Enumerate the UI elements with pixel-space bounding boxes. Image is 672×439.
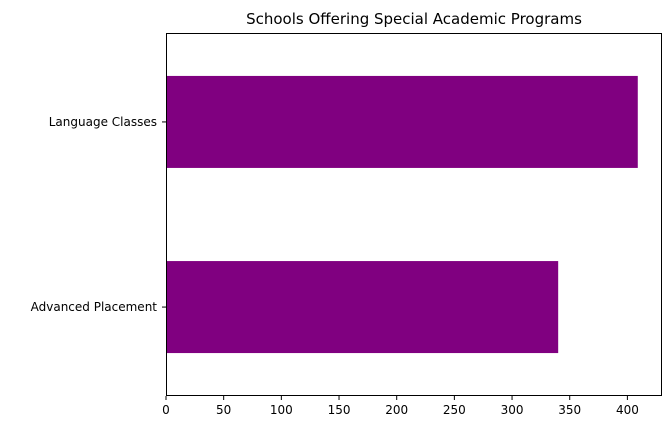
x-tick-label: 200: [385, 403, 408, 417]
x-tick-label: 350: [558, 403, 581, 417]
axes-layer: 0 50 100 150 200 250 300 350 400 Advanced Placeme…: [31, 33, 662, 417]
bars-layer: [166, 75, 638, 354]
bar-advanced-placement: [166, 261, 559, 354]
x-tick-label: 150: [328, 403, 351, 417]
x-tick-label: 100: [270, 403, 293, 417]
x-tick-label: 300: [501, 403, 524, 417]
y-tick-label: Language Classes: [49, 115, 157, 129]
bar-language-classes: [166, 75, 638, 168]
chart-title: Schools Offering Special Academic Progra…: [246, 10, 582, 28]
x-tick-label: 400: [616, 403, 639, 417]
x-tick-label: 250: [443, 403, 466, 417]
x-tick-label: 50: [216, 403, 231, 417]
x-tick-label: 0: [162, 403, 170, 417]
plot-frame: [166, 33, 662, 396]
y-tick-label: Advanced Placement: [31, 300, 158, 314]
